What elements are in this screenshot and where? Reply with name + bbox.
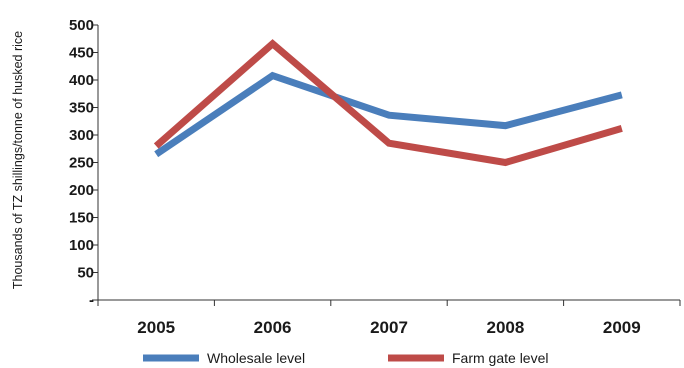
- y-tick-label: 50: [77, 265, 94, 282]
- y-tick-label: 150: [69, 210, 94, 227]
- x-tick-label: 2009: [603, 318, 641, 337]
- chart-axes: [97, 25, 680, 301]
- x-tick-label: 2008: [486, 318, 524, 337]
- y-axis-label: Thousands of TZ shillings/tonne of huske…: [11, 31, 25, 289]
- y-tick-label: -: [89, 292, 94, 309]
- series-line-wholesale: [154, 71, 623, 158]
- y-tick-label: 300: [69, 127, 94, 144]
- x-tick-label: 2006: [254, 318, 292, 337]
- y-tick-label: 100: [69, 237, 94, 254]
- y-axis-ticks: - 50 100 150 200 250 300 350 400 450 500: [69, 17, 98, 309]
- legend-label: Wholesale level: [207, 350, 305, 366]
- x-tick-label: 2007: [370, 318, 408, 337]
- series-line-farm-gate: [153, 39, 623, 167]
- y-tick-label: 350: [69, 100, 94, 117]
- x-tick-label: 2005: [137, 318, 175, 337]
- series-lines: [153, 39, 623, 167]
- y-tick-label: 250: [69, 155, 94, 172]
- legend-label: Farm gate level: [452, 350, 548, 366]
- x-axis-ticks: 2005 2006 2007 2008 2009: [97, 300, 681, 337]
- legend: Wholesale level Farm gate level: [143, 350, 548, 366]
- y-tick-label: 400: [69, 72, 94, 89]
- y-tick-label: 200: [69, 182, 94, 199]
- y-tick-label: 500: [69, 17, 94, 34]
- y-tick-label: 450: [69, 45, 94, 62]
